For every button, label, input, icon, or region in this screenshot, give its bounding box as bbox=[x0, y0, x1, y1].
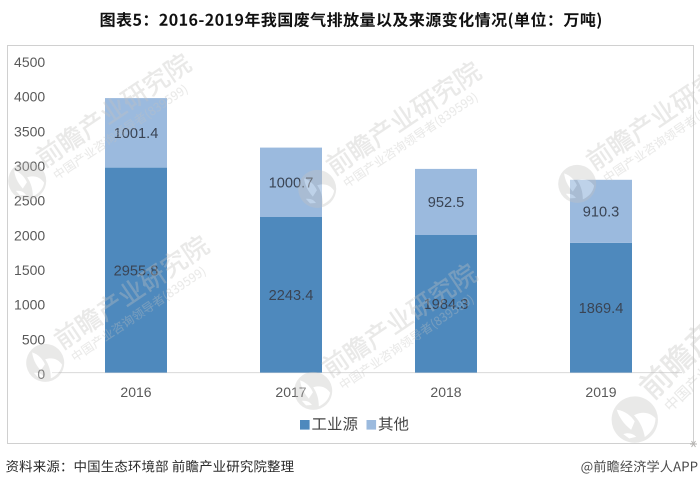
svg-text:2018: 2018 bbox=[430, 384, 461, 400]
svg-text:4000: 4000 bbox=[14, 89, 45, 105]
svg-text:1000: 1000 bbox=[14, 297, 45, 313]
svg-text:2243.4: 2243.4 bbox=[269, 288, 314, 304]
svg-text:1500: 1500 bbox=[14, 262, 45, 278]
svg-text:910.3: 910.3 bbox=[583, 205, 620, 221]
svg-text:500: 500 bbox=[22, 331, 46, 347]
svg-text:2000: 2000 bbox=[14, 227, 45, 243]
svg-text:4500: 4500 bbox=[14, 54, 45, 70]
svg-text:2955.8: 2955.8 bbox=[114, 263, 159, 279]
svg-text:2016: 2016 bbox=[120, 384, 151, 400]
svg-text:952.5: 952.5 bbox=[428, 195, 465, 211]
svg-text:2019: 2019 bbox=[585, 384, 616, 400]
svg-text:3500: 3500 bbox=[14, 123, 45, 139]
svg-text:1869.4: 1869.4 bbox=[579, 301, 624, 317]
